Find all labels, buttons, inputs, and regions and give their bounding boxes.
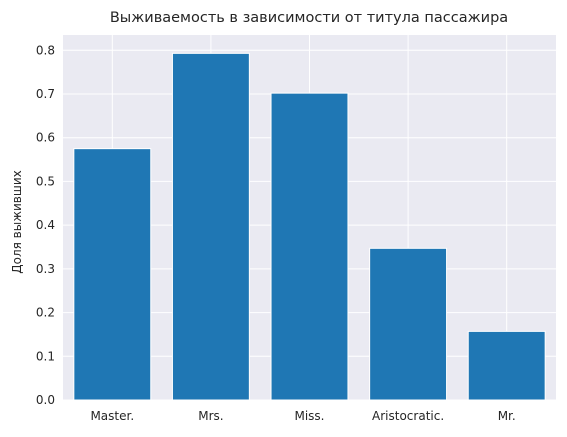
y-tick-label: 0.3 xyxy=(36,262,55,276)
y-tick-label: 0.6 xyxy=(36,131,55,145)
x-tick-label: Master. xyxy=(90,409,134,423)
y-tick-label: 0.7 xyxy=(36,87,55,101)
y-tick-label: 0.1 xyxy=(36,349,55,363)
bar-aristocratic xyxy=(369,247,448,401)
y-tick-label: 0.8 xyxy=(36,43,55,57)
bar-mr xyxy=(467,330,546,401)
x-tick-label: Miss. xyxy=(294,409,324,423)
x-tick-label: Mrs. xyxy=(198,409,223,423)
bar-master xyxy=(73,148,152,401)
y-tick-label: 0.5 xyxy=(36,174,55,188)
y-tick-label: 0.2 xyxy=(36,306,55,320)
x-tick-labels: Master. Mrs. Miss. Aristocratic. Mr. xyxy=(90,409,515,423)
y-tick-labels: 0.0 0.1 0.2 0.3 0.4 0.5 0.6 0.7 0.8 xyxy=(36,43,55,407)
bar-miss xyxy=(270,92,349,401)
y-tick-label: 0.0 xyxy=(36,393,55,407)
bar-mrs xyxy=(171,52,250,401)
y-tick-label: 0.4 xyxy=(36,218,55,232)
chart-title: Выживаемость в зависимости от титула пас… xyxy=(110,10,508,26)
x-tick-label: Aristocratic. xyxy=(372,409,444,423)
bars xyxy=(73,52,546,401)
y-axis-label: Доля выживших xyxy=(10,170,24,274)
x-tick-label: Mr. xyxy=(498,409,516,423)
